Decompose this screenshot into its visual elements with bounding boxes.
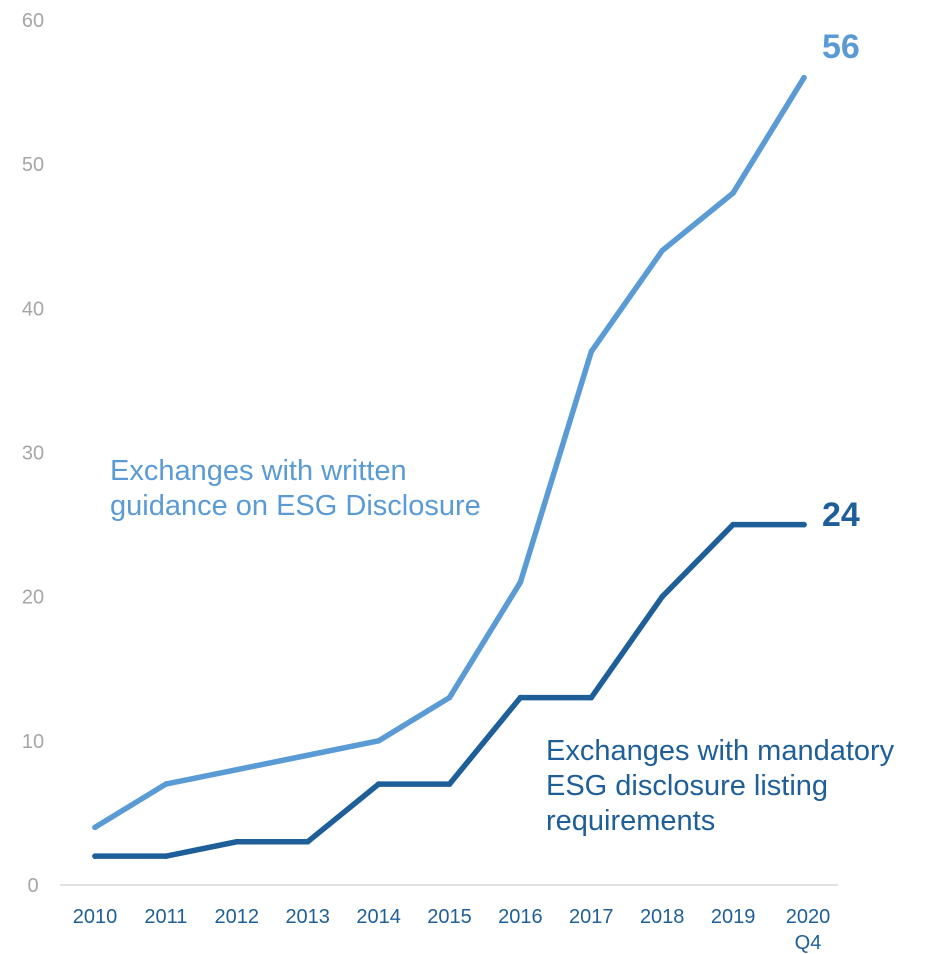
data-point-mandatory bbox=[801, 521, 807, 528]
x-tick-label: 2011 bbox=[144, 906, 187, 928]
x-tick-label: 2013 bbox=[285, 906, 330, 928]
x-tick-label: 2020 Q4 bbox=[786, 906, 831, 954]
x-tick-label: 2014 bbox=[356, 906, 401, 928]
data-point-mandatory bbox=[588, 694, 595, 701]
x-tick-label: 2010 bbox=[73, 906, 118, 928]
x-tick-label: 2018 bbox=[640, 906, 685, 928]
data-point-mandatory bbox=[659, 593, 665, 600]
series-label-mandatory: Exchanges with mandatory ESG disclosure l… bbox=[546, 735, 895, 837]
data-point-written bbox=[304, 752, 311, 759]
series-line-written bbox=[92, 74, 807, 831]
end-value-label-mandatory: 24 bbox=[822, 496, 860, 534]
data-point-mandatory bbox=[234, 838, 240, 845]
x-tick-label: 2019 bbox=[711, 906, 756, 928]
series-label-written: Exchanges with written guidance on ESG Di… bbox=[110, 455, 481, 522]
y-tick-label: 40 bbox=[22, 298, 44, 320]
data-point-written bbox=[375, 738, 382, 744]
y-tick-label: 30 bbox=[22, 443, 44, 465]
x-tick-label: 2017 bbox=[569, 906, 614, 928]
end-value-label-written: 56 bbox=[822, 28, 860, 66]
x-tick-label: 2016 bbox=[498, 906, 543, 928]
data-point-mandatory bbox=[375, 781, 382, 787]
data-point-written bbox=[730, 190, 736, 196]
data-point-mandatory bbox=[92, 853, 98, 859]
data-point-mandatory bbox=[517, 694, 524, 701]
y-tick-label: 50 bbox=[22, 154, 44, 176]
data-point-mandatory bbox=[446, 781, 453, 787]
data-point-mandatory bbox=[304, 838, 311, 845]
data-point-written bbox=[234, 766, 240, 773]
x-tick-label: 2015 bbox=[427, 906, 472, 928]
data-point-written bbox=[801, 74, 807, 81]
x-tick-label: 2012 bbox=[215, 906, 260, 928]
data-point-written bbox=[517, 579, 524, 586]
data-point-written bbox=[163, 781, 169, 787]
y-tick-label: 60 bbox=[22, 10, 44, 32]
data-point-written bbox=[659, 247, 665, 254]
data-point-written bbox=[588, 348, 595, 355]
y-tick-label: 10 bbox=[22, 731, 44, 753]
y-tick-label: 0 bbox=[27, 875, 38, 897]
data-point-mandatory bbox=[163, 853, 169, 859]
data-point-written bbox=[446, 694, 453, 701]
y-tick-label: 20 bbox=[22, 587, 44, 609]
data-point-written bbox=[92, 824, 98, 831]
data-point-mandatory bbox=[730, 521, 736, 528]
